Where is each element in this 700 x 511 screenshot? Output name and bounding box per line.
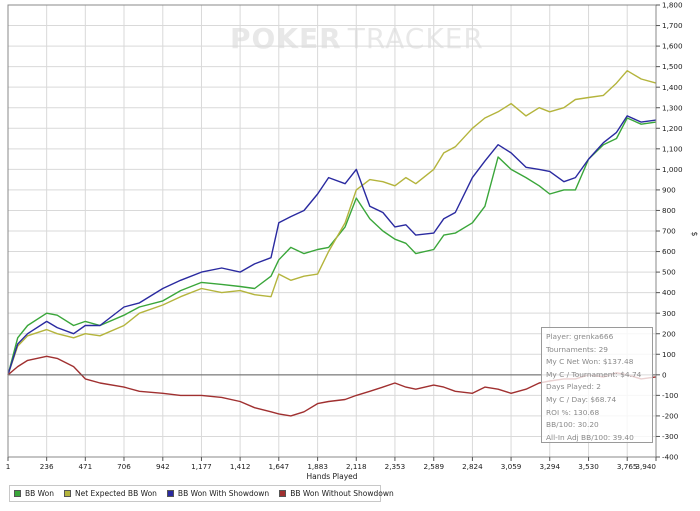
legend: BB Won Net Expected BB Won BB Won With Sho… <box>9 485 394 502</box>
y-tick-label: 0 <box>662 370 667 379</box>
watermark-poker-text: POKER <box>230 22 342 55</box>
x-axis-label: Hands Played <box>306 472 357 481</box>
stats-line: Player: grenka666 <box>546 332 614 341</box>
legend-label: Net Expected BB Won <box>75 489 157 498</box>
series-line-net-expected-bb-won <box>7 70 657 376</box>
stats-line: Tournaments: 29 <box>546 344 609 354</box>
x-tick-label: 1,412 <box>230 462 251 471</box>
series-line-bb-won <box>7 117 657 375</box>
stats-line: Days Played: 2 <box>546 382 601 392</box>
player-stats-box: Player: grenka666 Tournaments: 29 My C Net… <box>541 327 653 443</box>
y-tick-label: -300 <box>662 432 679 441</box>
stats-line: BB/100: 30.20 <box>546 420 599 430</box>
x-tick-label: 2,824 <box>462 462 483 471</box>
stats-line: My C Net Won: $137.48 <box>546 357 634 367</box>
y-axis: -400 -300 -200 -100 0 100 200 300 400 500 600 700 80… <box>656 1 683 462</box>
y-tick-label: 1,100 <box>662 144 683 153</box>
x-tick-label: 1,883 <box>307 462 328 471</box>
y-tick-label: 1,700 <box>662 21 683 30</box>
legend-item: Net Expected BB Won <box>64 489 157 498</box>
x-tick-label: 3,940 <box>635 462 656 471</box>
y-tick-label: 100 <box>662 350 676 359</box>
poker-tracker-watermark: POKER TRACKER <box>230 22 484 55</box>
y-tick-label: -100 <box>662 391 679 400</box>
y-tick-label: 300 <box>662 309 676 318</box>
x-tick-label: 471 <box>78 462 92 471</box>
legend-item: BB Won Without Showdown <box>279 489 394 498</box>
x-tick-label: 706 <box>117 462 131 471</box>
x-tick-label: 2,353 <box>385 462 406 471</box>
legend-label: BB Won Without Showdown <box>290 489 394 498</box>
legend-item: BB Won <box>14 489 54 498</box>
stats-line: All-In Adj BB/100: 39.40 <box>546 432 634 442</box>
y-tick-label: 500 <box>662 268 676 277</box>
y-tick-label: 900 <box>662 186 676 195</box>
x-tick-label: 1,647 <box>268 462 289 471</box>
legend-label: BB Won <box>25 489 54 498</box>
y-tick-label: 400 <box>662 288 676 297</box>
x-tick-label: 1 <box>6 462 11 471</box>
x-tick-label: 3,530 <box>578 462 599 471</box>
x-tick-label: 2,118 <box>346 462 367 471</box>
x-tick-label: 236 <box>40 462 54 471</box>
legend-swatch <box>14 490 21 497</box>
y-axis-label: $ <box>690 232 699 237</box>
legend-label: BB Won With Showdown <box>177 489 270 498</box>
y-tick-label: 600 <box>662 247 676 256</box>
grid-lines <box>7 4 657 458</box>
y-tick-label: 1,300 <box>662 103 683 112</box>
legend-swatch <box>166 490 174 497</box>
x-tick-label: 1,177 <box>191 462 212 471</box>
stats-line: ROI %: 130.68 <box>546 407 600 417</box>
legend-swatch <box>64 490 71 497</box>
legend-swatch <box>279 490 287 497</box>
y-tick-label: 800 <box>662 206 676 215</box>
y-tick-label: -400 <box>662 453 679 462</box>
y-tick-label: -200 <box>662 412 679 421</box>
stats-line: My C / Tournament: $4.74 <box>546 369 642 379</box>
series-line-bb-won-with-showdown <box>7 115 657 376</box>
y-tick-label: 700 <box>662 227 676 236</box>
x-axis: 1 236 471 706 942 1,177 1,412 1,647 1,883 2,118 2,… <box>6 457 657 471</box>
y-tick-label: 1,600 <box>662 42 683 51</box>
x-tick-label: 3,765 <box>617 462 638 471</box>
y-tick-label: 1,500 <box>662 62 683 71</box>
x-tick-label: 3,059 <box>501 462 522 471</box>
legend-item: BB Won With Showdown <box>166 489 270 498</box>
x-tick-label: 3,294 <box>539 462 560 471</box>
x-tick-label: 2,589 <box>423 462 444 471</box>
watermark-tracker-text: TRACKER <box>347 22 484 55</box>
y-tick-label: 1,400 <box>662 83 683 92</box>
y-tick-label: 1,800 <box>662 1 683 10</box>
stats-line: My C / Day: $68.74 <box>546 394 617 404</box>
watermark-logo: POKER TRACKER <box>230 22 484 55</box>
y-tick-label: 1,000 <box>662 165 683 174</box>
x-tick-label: 942 <box>156 462 170 471</box>
y-tick-label: 1,200 <box>662 124 683 133</box>
y-tick-label: 200 <box>662 329 676 338</box>
